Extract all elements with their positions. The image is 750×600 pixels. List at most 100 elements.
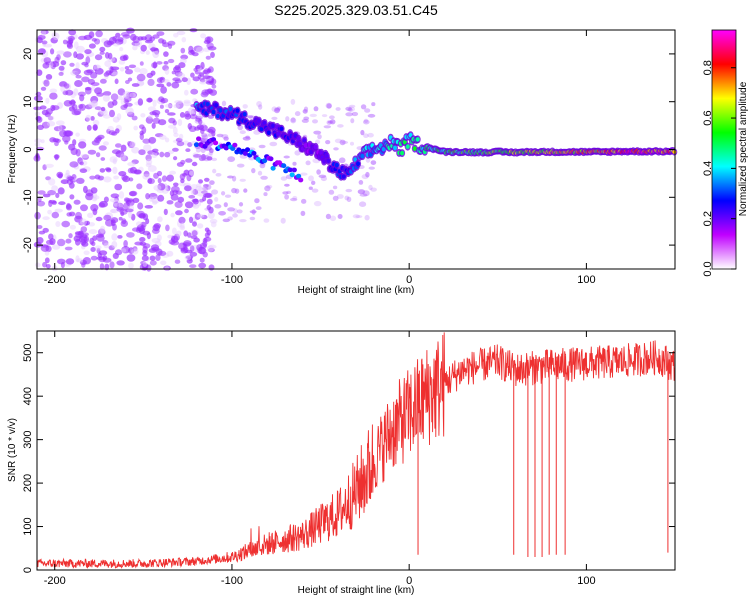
spectrogram-noise-cell — [129, 141, 136, 147]
spectrogram-noise-cell — [198, 179, 203, 184]
spectrogram-noise-cell — [109, 66, 114, 74]
spectrogram-noise-cell — [128, 191, 137, 197]
spectrogram-noise-cell — [94, 106, 102, 111]
spectrogram-noise-cell — [367, 113, 376, 118]
spectrogram-noise-cell — [103, 141, 109, 146]
spectrogram-ridge-cell — [266, 130, 271, 136]
spectrogram-noise-cell — [311, 188, 319, 193]
spectrogram-noise-cell — [205, 55, 211, 60]
spectrogram-noise-cell — [154, 113, 160, 118]
spectrogram-noise-cell — [37, 196, 42, 203]
spectrogram-noise-cell — [171, 185, 180, 193]
spectrogram-noise-cell — [189, 245, 195, 252]
spectrogram-noise-cell — [85, 104, 93, 110]
spectrogram-noise-cell — [207, 133, 215, 138]
spectrogram-noise-cell — [174, 259, 181, 264]
spectrogram-noise-cell — [153, 223, 161, 229]
spectrogram-noise-cell — [159, 151, 165, 158]
spectrogram-ridge-cell — [214, 103, 219, 108]
spectrogram-x-axis: -200 -100 0 100 — [44, 30, 596, 286]
spectrogram-noise-cell — [204, 177, 210, 182]
spectrogram-noise-cell — [64, 246, 73, 251]
spectrogram-noise-cell — [345, 106, 352, 111]
spectrogram-noise-cell — [284, 183, 290, 187]
spectrogram-noise-cell — [137, 98, 144, 106]
spectrogram-noise-cell — [157, 177, 162, 184]
spectrogram-noise-cell — [76, 53, 84, 60]
spectrogram-noise-cell — [87, 212, 94, 218]
spectrogram-noise-cell — [114, 78, 119, 85]
spectrogram-noise-cell — [260, 175, 268, 180]
spectrogram-noise-cell — [323, 125, 331, 129]
spectrogram-noise-cell — [116, 113, 122, 121]
spectrogram-noise-cell — [94, 54, 103, 61]
spectrogram-noise-cell — [201, 136, 208, 142]
spectrogram-ridge-cell — [244, 147, 251, 153]
spectrogram-noise-cell — [70, 99, 76, 107]
spectrogram-noise-cell — [51, 105, 60, 111]
spectrogram-noise-cell — [187, 256, 193, 261]
spectrogram-noise-cell — [127, 77, 133, 82]
spectrogram-noise-cell — [74, 80, 83, 87]
spectrogram-ridge-cell — [223, 145, 229, 151]
spectrogram-noise-cell — [43, 43, 53, 48]
spectrogram-noise-cell — [67, 176, 75, 180]
snr-y-axis: 0 100 200 300 400 500 — [22, 344, 675, 573]
spectrogram-noise-cell — [210, 221, 217, 228]
spectrogram-noise-cell — [193, 45, 203, 52]
spectrogram-noise-cell — [75, 74, 82, 79]
spectrogram-noise-cell — [317, 134, 322, 140]
spectrogram-noise-cell — [172, 120, 177, 126]
spectrogram-noise-cell — [163, 208, 168, 216]
spectrogram-noise-cell — [189, 264, 197, 268]
spectrogram-noise-cell — [198, 262, 207, 269]
spectrogram-noise-cell — [286, 190, 292, 194]
spectrogram-noise-cell — [131, 248, 139, 255]
spectrogram-noise-cell — [89, 175, 96, 180]
spectrogram-noise-cell — [68, 143, 76, 151]
spectrogram-noise-cell — [300, 172, 308, 176]
spectrogram-noise-cell — [312, 119, 318, 124]
spectrogram-ridge-cell — [326, 158, 331, 164]
spectrogram-noise-cell — [311, 180, 316, 185]
spectrogram-noise-cell — [209, 218, 218, 224]
spectrogram-noise-cell — [188, 49, 196, 56]
spectrogram-noise-cell — [111, 71, 119, 76]
spectrogram-noise-cell — [126, 254, 136, 262]
spectrogram-noise-cell — [102, 114, 111, 119]
spectrogram-noise-cell — [357, 189, 366, 195]
spectrogram-noise-cell — [93, 64, 100, 70]
spectrogram-noise-cell — [160, 86, 168, 94]
spectrogram-noise-cell — [63, 100, 73, 107]
spectrogram-noise-cell — [120, 153, 126, 161]
spectrogram-noise-cell — [125, 69, 133, 75]
spectrogram-noise-cell — [135, 221, 142, 227]
spectrogram-noise-cell — [170, 193, 179, 201]
spectrogram-noise-cell — [98, 202, 106, 208]
spectrogram-noise-cell — [146, 158, 153, 166]
spectrogram-noise-cell — [168, 43, 173, 49]
spectrogram-noise-cell — [221, 191, 226, 196]
spectrogram-noise-cell — [188, 107, 194, 114]
spectrogram-noise-cell — [115, 249, 123, 256]
spectrogram-noise-cell — [88, 102, 95, 108]
snr-y-axis-title: SNR (10 * v/v) — [7, 418, 18, 482]
spectrogram-noise-cell — [108, 130, 116, 136]
spectrogram-noise-cell — [105, 168, 112, 173]
spectrogram-noise-cell — [363, 118, 369, 123]
spectrogram-noise-cell — [160, 260, 167, 266]
spectrogram-noise-cell — [313, 200, 322, 207]
spectrogram-noise-cell — [77, 91, 86, 97]
y-tick-label: -20 — [22, 237, 34, 253]
spectrogram-ridge-cell — [270, 165, 276, 171]
spectrogram-noise-cell — [294, 111, 301, 117]
spectrogram-noise-cell — [292, 161, 297, 166]
spectrogram-noise-cell — [189, 251, 198, 257]
spectrogram-noise-cell — [78, 104, 84, 109]
spectrogram-noise-cell — [81, 241, 89, 247]
spectrogram-noise-cell — [116, 260, 125, 266]
spectrogram-noise-cell — [65, 258, 75, 265]
spectrogram-noise-cell — [290, 98, 296, 105]
spectrogram-noise-cell — [204, 89, 214, 95]
